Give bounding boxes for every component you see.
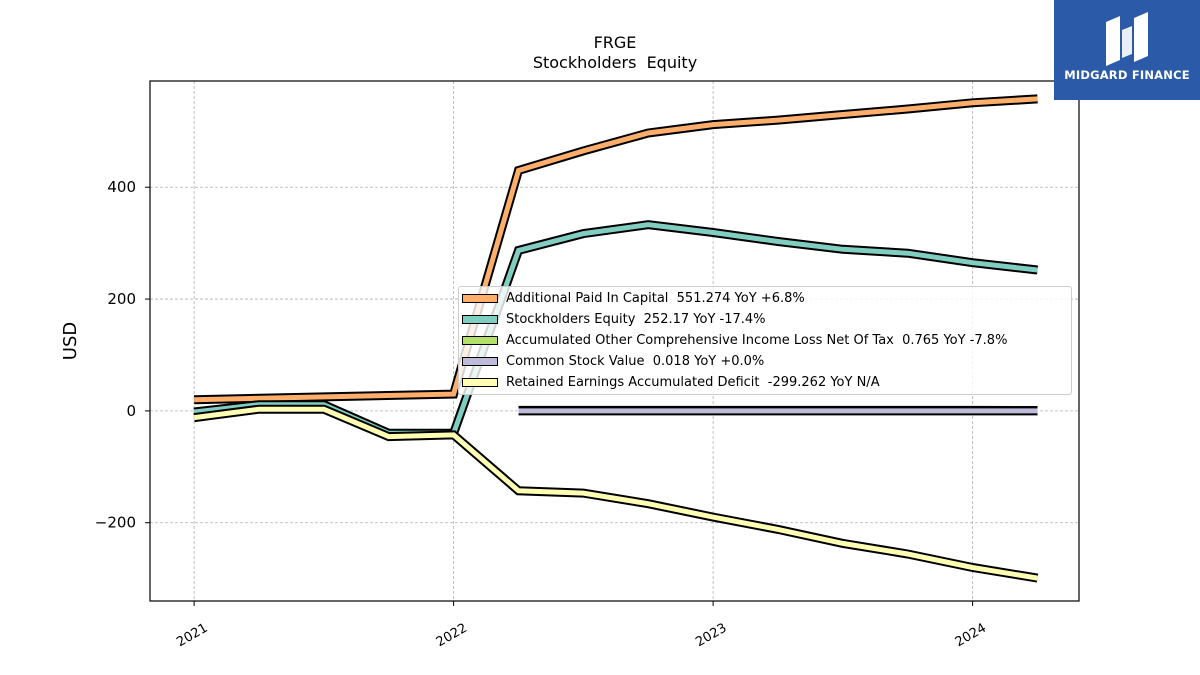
y-tick-label: 200 <box>107 290 136 308</box>
legend-item: Additional Paid In Capital 551.274 YoY +… <box>462 289 805 307</box>
plot-frame <box>149 80 1080 602</box>
legend-label: Common Stock Value 0.018 YoY +0.0% <box>506 353 765 369</box>
x-axis: 2021 2022 2023 2024 <box>174 601 989 650</box>
legend-label: Stockholders Equity 252.17 YoY -17.4% <box>506 311 766 327</box>
series-line <box>193 406 1038 581</box>
y-tick-label: −200 <box>95 514 136 532</box>
y-axis-label: USD <box>60 322 81 360</box>
x-tick-label: 2021 <box>174 621 210 651</box>
y-tick-label: 400 <box>107 178 136 196</box>
legend-swatch <box>462 314 498 324</box>
series-layer <box>193 94 1039 583</box>
legend-item: Stockholders Equity 252.17 YoY -17.4% <box>462 310 766 328</box>
chart-subtitle: Stockholders Equity <box>533 53 697 72</box>
legend-swatch <box>462 293 498 303</box>
chart-title: FRGE <box>594 33 637 52</box>
brand-name: MIDGARD FINANCE <box>1064 68 1190 82</box>
legend-item: Common Stock Value 0.018 YoY +0.0% <box>462 352 764 370</box>
legend-swatch <box>462 356 498 366</box>
x-tick-label: 2022 <box>434 621 470 651</box>
chart-legend: Additional Paid In Capital 551.274 YoY +… <box>458 286 1072 395</box>
y-tick-label: 0 <box>126 402 136 420</box>
brand-logo-icon <box>1106 12 1148 66</box>
legend-swatch <box>462 377 498 387</box>
legend-label: Retained Earnings Accumulated Deficit -2… <box>506 374 880 390</box>
legend-item: Accumulated Other Comprehensive Income L… <box>462 331 1007 349</box>
legend-swatch <box>462 335 498 345</box>
series-line <box>194 96 1038 403</box>
x-tick-label: 2023 <box>693 621 729 651</box>
legend-item: Retained Earnings Accumulated Deficit -2… <box>462 373 880 391</box>
y-axis: −200 0 200 400 <box>95 178 150 532</box>
x-tick-label: 2024 <box>953 621 989 651</box>
legend-label: Additional Paid In Capital 551.274 YoY +… <box>506 290 805 306</box>
legend-label: Accumulated Other Comprehensive Income L… <box>506 332 1008 348</box>
